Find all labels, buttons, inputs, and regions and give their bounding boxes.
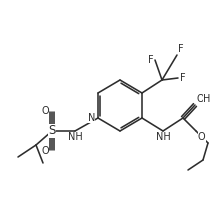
- Text: O: O: [198, 132, 206, 142]
- Text: O: O: [197, 94, 205, 104]
- Text: O: O: [41, 146, 49, 156]
- Text: F: F: [178, 44, 184, 54]
- Text: F: F: [180, 73, 186, 83]
- Text: F: F: [148, 55, 154, 65]
- Text: NH: NH: [68, 132, 82, 142]
- Text: O: O: [41, 106, 49, 116]
- Text: S: S: [48, 125, 56, 138]
- Text: H: H: [203, 94, 210, 104]
- Text: NH: NH: [156, 132, 170, 142]
- Text: N: N: [88, 113, 95, 123]
